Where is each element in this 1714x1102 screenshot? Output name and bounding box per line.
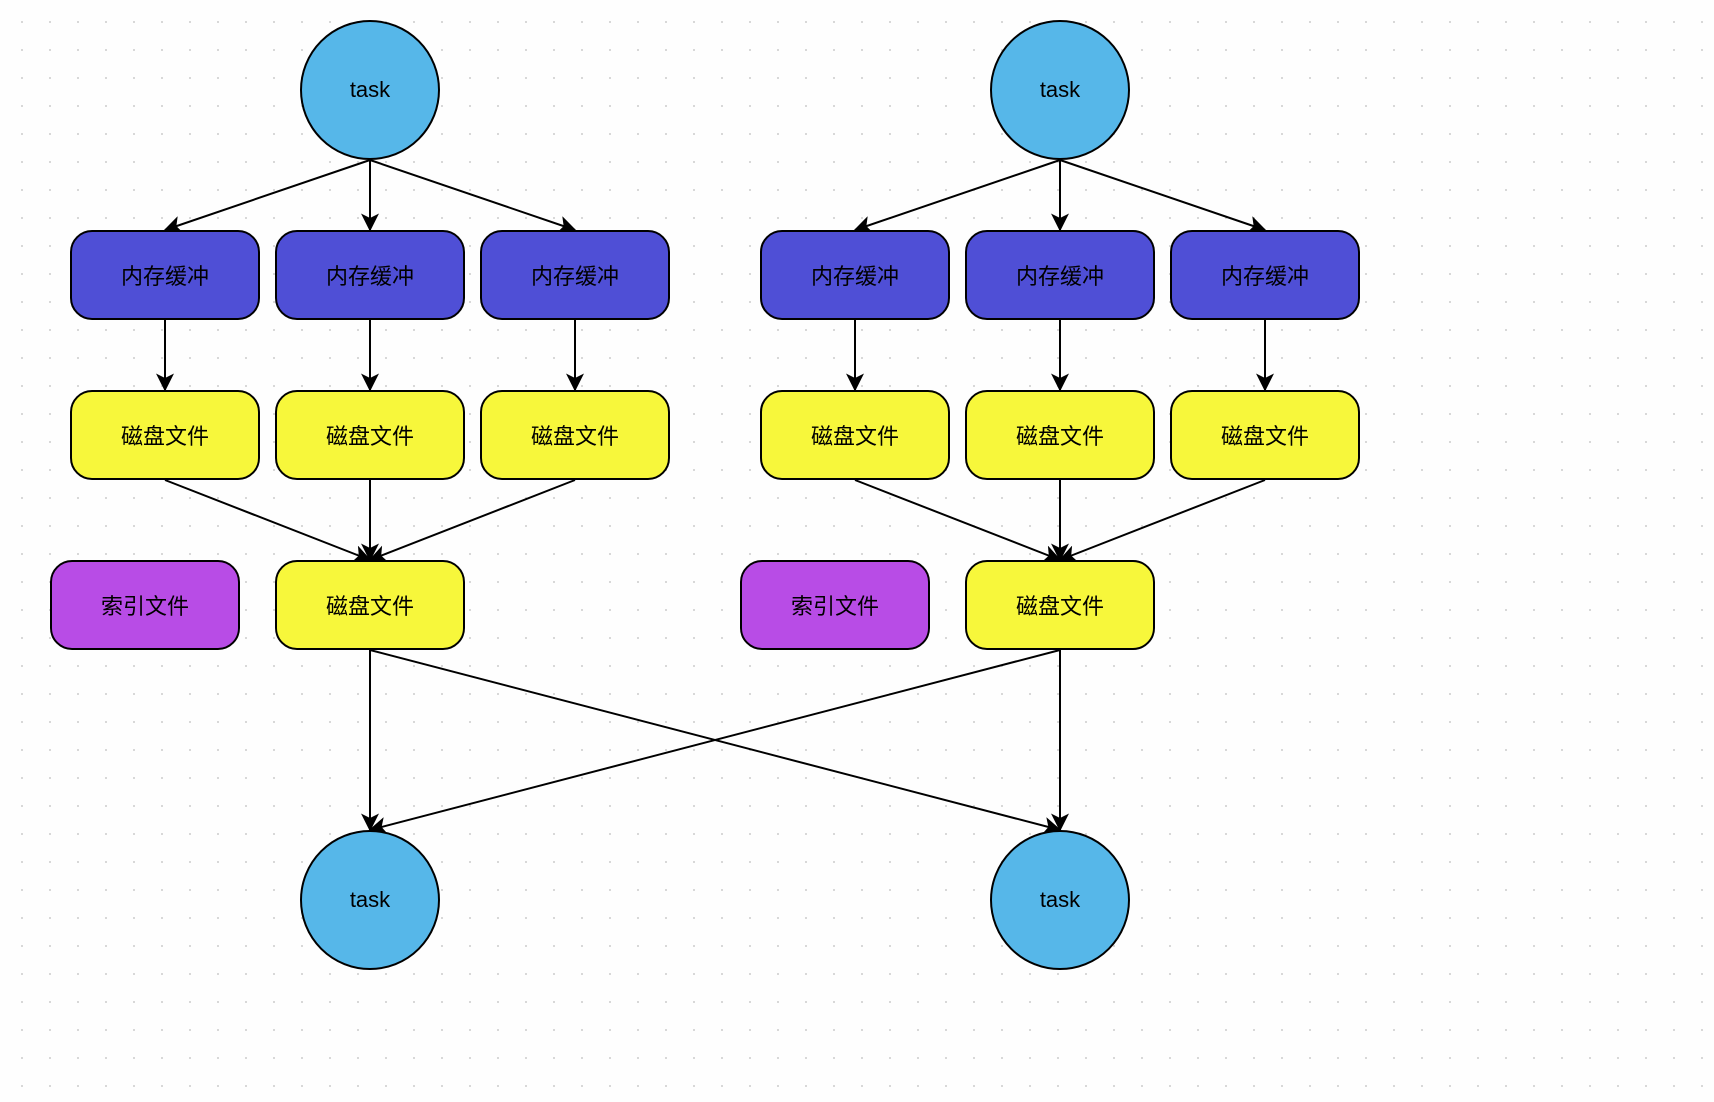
node-taskTopL: task xyxy=(300,20,440,160)
node-memL1: 内存缓冲 xyxy=(70,230,260,320)
node-label: 内存缓冲 xyxy=(1221,259,1309,291)
node-label: task xyxy=(1040,887,1080,913)
node-indexR: 索引文件 xyxy=(740,560,930,650)
node-diskL2: 磁盘文件 xyxy=(275,390,465,480)
edge-diskL3-to-diskMrgL xyxy=(370,480,575,560)
node-taskTopR: task xyxy=(990,20,1130,160)
node-label: task xyxy=(350,887,390,913)
node-label: 磁盘文件 xyxy=(326,419,414,451)
node-memR3: 内存缓冲 xyxy=(1170,230,1360,320)
node-diskL3: 磁盘文件 xyxy=(480,390,670,480)
edge-taskTopR-to-memR1 xyxy=(855,160,1060,230)
node-memR2: 内存缓冲 xyxy=(965,230,1155,320)
node-indexL: 索引文件 xyxy=(50,560,240,650)
node-diskR1: 磁盘文件 xyxy=(760,390,950,480)
edge-diskMrgL-to-taskBotR xyxy=(370,650,1060,830)
node-label: 内存缓冲 xyxy=(1016,259,1104,291)
node-label: 索引文件 xyxy=(791,589,879,621)
node-memR1: 内存缓冲 xyxy=(760,230,950,320)
edge-taskTopR-to-memR3 xyxy=(1060,160,1265,230)
node-label: 磁盘文件 xyxy=(121,419,209,451)
node-label: task xyxy=(1040,77,1080,103)
node-label: 内存缓冲 xyxy=(531,259,619,291)
node-taskBotR: task xyxy=(990,830,1130,970)
edge-diskR3-to-diskMrgR xyxy=(1060,480,1265,560)
node-label: 磁盘文件 xyxy=(1221,419,1309,451)
node-label: task xyxy=(350,77,390,103)
edge-diskR1-to-diskMrgR xyxy=(855,480,1060,560)
node-label: 磁盘文件 xyxy=(1016,419,1104,451)
edge-taskTopL-to-memL1 xyxy=(165,160,370,230)
diagram-canvas: tasktask内存缓冲内存缓冲内存缓冲内存缓冲内存缓冲内存缓冲磁盘文件磁盘文件… xyxy=(0,0,1714,1102)
node-diskR2: 磁盘文件 xyxy=(965,390,1155,480)
node-diskMrgR: 磁盘文件 xyxy=(965,560,1155,650)
node-diskR3: 磁盘文件 xyxy=(1170,390,1360,480)
node-label: 磁盘文件 xyxy=(811,419,899,451)
node-diskMrgL: 磁盘文件 xyxy=(275,560,465,650)
node-label: 内存缓冲 xyxy=(121,259,209,291)
node-label: 磁盘文件 xyxy=(326,589,414,621)
node-diskL1: 磁盘文件 xyxy=(70,390,260,480)
edge-diskMrgR-to-taskBotL xyxy=(370,650,1060,830)
edge-diskL1-to-diskMrgL xyxy=(165,480,370,560)
node-label: 内存缓冲 xyxy=(811,259,899,291)
edges-layer xyxy=(0,0,1714,1102)
node-memL2: 内存缓冲 xyxy=(275,230,465,320)
node-label: 内存缓冲 xyxy=(326,259,414,291)
edge-taskTopL-to-memL3 xyxy=(370,160,575,230)
node-taskBotL: task xyxy=(300,830,440,970)
node-label: 磁盘文件 xyxy=(1016,589,1104,621)
node-label: 索引文件 xyxy=(101,589,189,621)
node-label: 磁盘文件 xyxy=(531,419,619,451)
node-memL3: 内存缓冲 xyxy=(480,230,670,320)
